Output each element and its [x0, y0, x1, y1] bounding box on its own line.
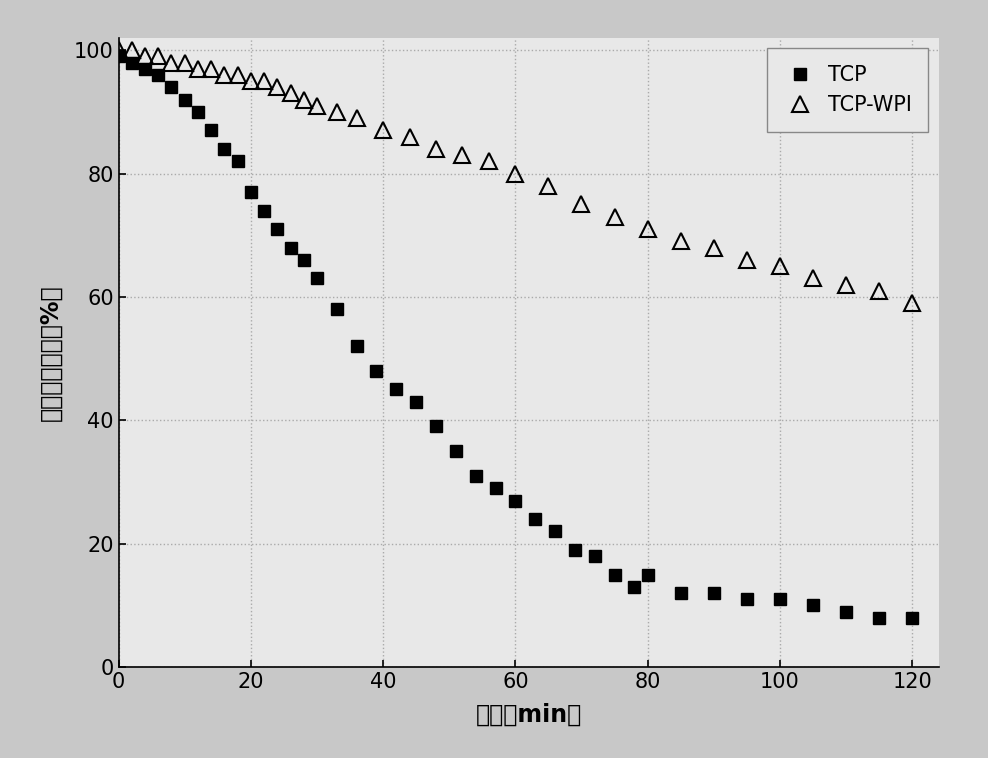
TCP — [192, 108, 204, 117]
TCP — [530, 515, 541, 524]
TCP-WPI — [272, 83, 284, 92]
TCP-WPI — [311, 102, 323, 111]
TCP-WPI — [510, 169, 522, 178]
TCP — [152, 70, 164, 80]
TCP-WPI — [456, 151, 468, 160]
TCP — [609, 570, 620, 579]
TCP — [218, 144, 230, 153]
TCP — [410, 397, 422, 406]
TCP — [390, 385, 402, 394]
TCP — [285, 243, 296, 252]
TCP-WPI — [206, 64, 217, 74]
TCP — [774, 594, 785, 603]
TCP — [450, 446, 461, 456]
TCP — [166, 83, 178, 92]
TCP — [206, 126, 217, 135]
TCP-WPI — [807, 274, 819, 283]
TCP-WPI — [139, 52, 151, 61]
TCP-WPI — [331, 108, 343, 117]
TCP-WPI — [741, 255, 753, 265]
TCP-WPI — [179, 58, 191, 67]
TCP-WPI — [675, 237, 687, 246]
TCP — [245, 187, 257, 196]
TCP-WPI — [707, 243, 719, 252]
TCP — [490, 484, 502, 493]
TCP — [840, 607, 852, 616]
TCP — [272, 224, 284, 233]
TCP-WPI — [218, 70, 230, 80]
TCP — [179, 95, 191, 104]
TCP — [469, 471, 481, 481]
TCP-WPI — [192, 64, 204, 74]
TCP-WPI — [297, 95, 309, 104]
TCP-WPI — [906, 299, 918, 308]
TCP — [430, 422, 442, 431]
TCP-WPI — [231, 70, 243, 80]
TCP — [510, 496, 522, 505]
TCP — [589, 552, 601, 561]
TCP-WPI — [576, 200, 588, 209]
TCP — [139, 64, 151, 74]
TCP — [258, 206, 270, 215]
TCP — [807, 601, 819, 610]
TCP — [549, 527, 561, 536]
TCP — [113, 52, 124, 61]
TCP — [675, 588, 687, 597]
TCP — [311, 274, 323, 283]
TCP-WPI — [351, 114, 363, 123]
TCP-WPI — [404, 132, 416, 141]
TCP — [331, 305, 343, 314]
TCP-WPI — [430, 144, 442, 153]
TCP-WPI — [840, 280, 852, 289]
TCP — [906, 613, 918, 622]
Line: TCP-WPI: TCP-WPI — [111, 42, 920, 311]
TCP — [370, 366, 382, 375]
TCP-WPI — [152, 52, 164, 61]
TCP-WPI — [285, 89, 296, 98]
Y-axis label: 吸光度値变化（%）: 吸光度値变化（%） — [39, 284, 63, 421]
TCP-WPI — [166, 58, 178, 67]
TCP-WPI — [774, 262, 785, 271]
TCP-WPI — [377, 126, 389, 135]
TCP-WPI — [483, 157, 495, 166]
TCP — [297, 255, 309, 265]
TCP-WPI — [125, 45, 137, 55]
TCP — [125, 58, 137, 67]
TCP — [873, 613, 885, 622]
TCP-WPI — [542, 181, 554, 190]
TCP — [741, 594, 753, 603]
TCP — [569, 545, 581, 554]
TCP-WPI — [609, 212, 620, 221]
TCP — [351, 342, 363, 351]
TCP — [231, 157, 243, 166]
TCP-WPI — [113, 45, 124, 55]
X-axis label: 时间（min）: 时间（min） — [475, 703, 582, 727]
Legend: TCP, TCP-WPI: TCP, TCP-WPI — [768, 49, 928, 132]
TCP — [707, 588, 719, 597]
Line: TCP: TCP — [113, 50, 919, 624]
TCP-WPI — [245, 77, 257, 86]
TCP — [628, 582, 640, 591]
TCP-WPI — [873, 287, 885, 296]
TCP-WPI — [641, 224, 653, 233]
TCP-WPI — [258, 77, 270, 86]
TCP — [641, 570, 653, 579]
